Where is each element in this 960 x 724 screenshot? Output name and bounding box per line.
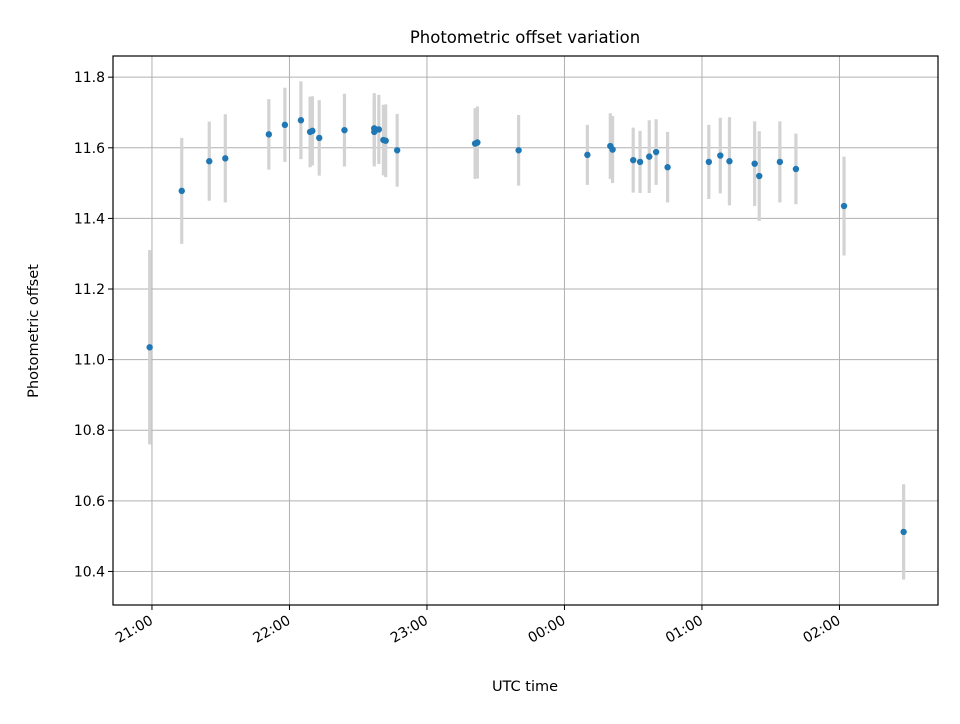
- data-point: [900, 528, 907, 536]
- data-points: [146, 117, 907, 536]
- y-tick-label: 11.4: [74, 211, 105, 227]
- grid-lines: [113, 56, 938, 605]
- y-tick-label: 11.8: [74, 70, 105, 86]
- data-point: [636, 158, 644, 166]
- data-point: [726, 158, 733, 165]
- data-point: [717, 152, 724, 159]
- data-point: [146, 344, 153, 351]
- data-point: [309, 127, 316, 135]
- y-axis-label: Photometric offset: [26, 264, 42, 398]
- data-point: [609, 146, 616, 153]
- data-point: [222, 155, 229, 162]
- data-point: [316, 134, 323, 142]
- data-point: [792, 165, 800, 173]
- data-point: [840, 202, 848, 210]
- data-point: [584, 151, 591, 159]
- data-point: [664, 164, 671, 171]
- data-point: [776, 158, 784, 166]
- data-point: [281, 121, 289, 129]
- data-point: [178, 187, 185, 195]
- data-point: [474, 139, 481, 146]
- y-axis-ticks: 10.4 10.6 10.8 11.0 11.2 11.4 11.6 11.8: [74, 70, 113, 580]
- data-point: [297, 117, 305, 124]
- plot-frame: [112, 55, 939, 606]
- data-point: [652, 148, 660, 156]
- y-tick-label: 11.6: [74, 141, 105, 157]
- data-point: [646, 153, 653, 160]
- data-point: [630, 156, 637, 164]
- data-point: [375, 126, 383, 133]
- y-tick-label: 11.0: [74, 353, 105, 369]
- y-tick-label: 10.6: [74, 494, 105, 510]
- data-point: [341, 126, 348, 134]
- data-point: [756, 172, 763, 180]
- data-point: [705, 158, 713, 166]
- data-point: [751, 160, 758, 167]
- data-point: [393, 147, 401, 154]
- data-point: [265, 131, 273, 138]
- y-tick-label: 11.2: [74, 282, 105, 298]
- y-tick-label: 10.8: [74, 423, 105, 439]
- data-point: [515, 147, 522, 154]
- data-point: [206, 158, 213, 165]
- data-point: [382, 137, 389, 144]
- y-tick-label: 10.4: [74, 564, 105, 580]
- chart-title: Photometric offset variation: [410, 28, 640, 47]
- x-axis-label: UTC time: [492, 679, 558, 695]
